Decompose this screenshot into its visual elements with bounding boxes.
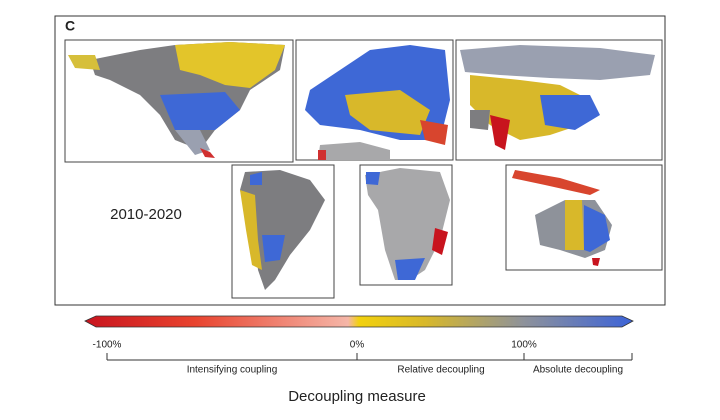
colorbar-title: Decoupling measure: [288, 388, 426, 405]
panel-label: C: [65, 18, 75, 34]
colorbar-tick-label: -100%: [93, 340, 122, 351]
segment-label: Absolute decoupling: [533, 365, 623, 376]
period-label: 2010-2020: [110, 206, 182, 223]
segment-brackets: [106, 353, 633, 361]
map-frame: [54, 15, 666, 306]
north-america-panel: [64, 39, 294, 163]
oceania-panel: [505, 164, 663, 271]
colorbar-tick-label: 100%: [511, 340, 537, 351]
colorbar: [84, 315, 634, 328]
south-america-panel: [231, 164, 335, 299]
colorbar-tick-label: 0%: [350, 340, 365, 351]
segment-label: Intensifying coupling: [187, 365, 278, 376]
segment-label: Relative decoupling: [397, 365, 484, 376]
africa-panel: [359, 164, 453, 286]
europe-panel: [295, 39, 454, 161]
asia-panel: [455, 39, 663, 161]
